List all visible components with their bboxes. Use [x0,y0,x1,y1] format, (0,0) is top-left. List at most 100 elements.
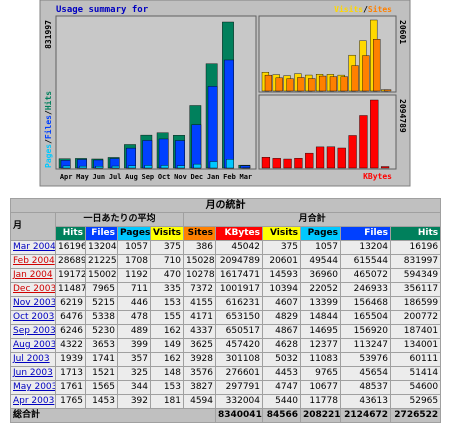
value-cell: 53976 [340,352,391,367]
column-header: Pages [117,226,151,241]
value-cell: 5338 [85,310,118,325]
value-cell: 344 [117,380,151,395]
value-cell: 6246 [55,324,86,339]
month-link[interactable]: Nov 2003 [13,298,56,308]
month-link[interactable]: Aug 2003 [13,340,56,350]
value-cell: 399 [117,338,151,353]
month-cell: Jan 2004 [10,268,56,283]
month-link[interactable]: Dec 2003 [13,284,56,294]
value-cell: 332004 [215,394,263,409]
value-cell: 156468 [340,296,391,311]
monthly-table: 月の統計月一日あたりの平均 月合計 Hits Files Pages Visits Site… [9,198,442,423]
month-link[interactable]: Apr 2003 [13,396,55,406]
value-cell: 9765 [300,366,341,381]
bar [351,65,359,92]
total-cell: 2124672 [340,408,391,423]
month-link[interactable]: Mar 2004 [13,242,56,252]
bar [207,86,218,169]
data-row: Aug 2003 4322 3653 399 149 3625 457420 4628 1237… [10,338,442,353]
left-legend: Pages/Files/Hits [43,91,53,168]
value-cell: 3653 [85,338,118,353]
bar [308,78,316,92]
bar [209,161,218,169]
value-cell: 11487 [55,282,86,297]
value-cell: 16196 [55,240,86,255]
value-cell: 162 [150,352,184,367]
value-cell: 155 [150,310,184,325]
value-cell: 3928 [183,352,216,367]
value-cell: 1192 [117,268,151,283]
bar [160,165,169,169]
value-cell: 181 [150,394,184,409]
value-cell: 148 [150,366,184,381]
value-cell: 60111 [389,352,442,367]
bar [362,55,370,92]
bar [359,115,368,169]
bar [283,158,292,169]
value-cell: 4337 [183,324,216,339]
month-label: Feb [223,173,236,181]
month-label: Jul [109,173,122,181]
bar [79,165,87,169]
month-cell: Jun 2003 [10,366,56,381]
legend-entry: Hits [43,91,53,110]
right-bottom-max-label: 2094789 [398,99,407,133]
value-cell: 392 [117,394,151,409]
month-cell: Aug 2003 [10,338,56,353]
value-cell: 36960 [300,268,341,283]
value-cell: 45654 [340,366,391,381]
month-label: Jan [207,173,220,181]
value-cell: 54600 [389,380,442,395]
month-link[interactable]: Jun 2003 [13,368,53,378]
bar [297,77,305,92]
value-cell: 28689 [55,254,86,269]
value-cell: 489 [117,324,151,339]
value-cell: 14593 [262,268,301,283]
month-link[interactable]: Jul 2003 [13,354,50,364]
month-link[interactable]: Oct 2003 [13,312,55,322]
column-header: Hits [55,226,86,241]
table-title: 月の統計 [9,198,442,213]
month-link[interactable]: Jan 2004 [13,270,53,280]
bar [128,165,136,169]
bar [126,147,136,169]
value-cell: 13399 [300,296,341,311]
bar [261,157,271,169]
value-cell: 186599 [389,296,442,311]
bar [348,135,357,169]
legend-entry: Sites [368,4,392,14]
month-cell: Dec 2003 [10,282,56,297]
bar [175,140,185,169]
bar [326,146,336,169]
month-label: Aug [125,173,138,181]
value-cell: 6476 [55,310,86,325]
month-link[interactable]: Sep 2003 [13,326,56,336]
bar [294,158,303,169]
column-header: Visits [262,226,301,241]
month-link[interactable]: Feb 2004 [13,256,55,266]
right-top-max-label: 20601 [398,20,407,44]
value-cell: 4829 [262,310,301,325]
value-cell: 831997 [389,254,442,269]
month-cell: Jul 2003 [10,352,56,367]
value-cell: 45042 [215,240,263,255]
month-header: 月 [10,212,56,241]
usage-graph: Usage summary for Apr May Jun Jul Aug Sep Oct N… [39,0,411,187]
value-cell: 6219 [55,296,86,311]
column-header: Files [85,226,118,241]
month-link[interactable]: May 2003 [13,382,56,392]
value-cell: 4594 [183,394,216,409]
value-cell: 1001917 [215,282,263,297]
data-row: Oct 2003 6476 5338 478 155 4171 653150 4829 1484… [10,310,442,325]
total-label: 総合計 [10,408,216,423]
legend-entry: Visits [334,4,363,14]
bar [275,77,283,92]
value-cell: 4607 [262,296,301,311]
value-cell: 276601 [215,366,263,381]
bar [329,76,338,92]
value-cell: 1761 [55,380,86,395]
legend-separator: / [44,139,53,144]
bar [144,165,153,169]
value-cell: 51414 [389,366,442,381]
total-cell: 8340041 [215,408,263,423]
